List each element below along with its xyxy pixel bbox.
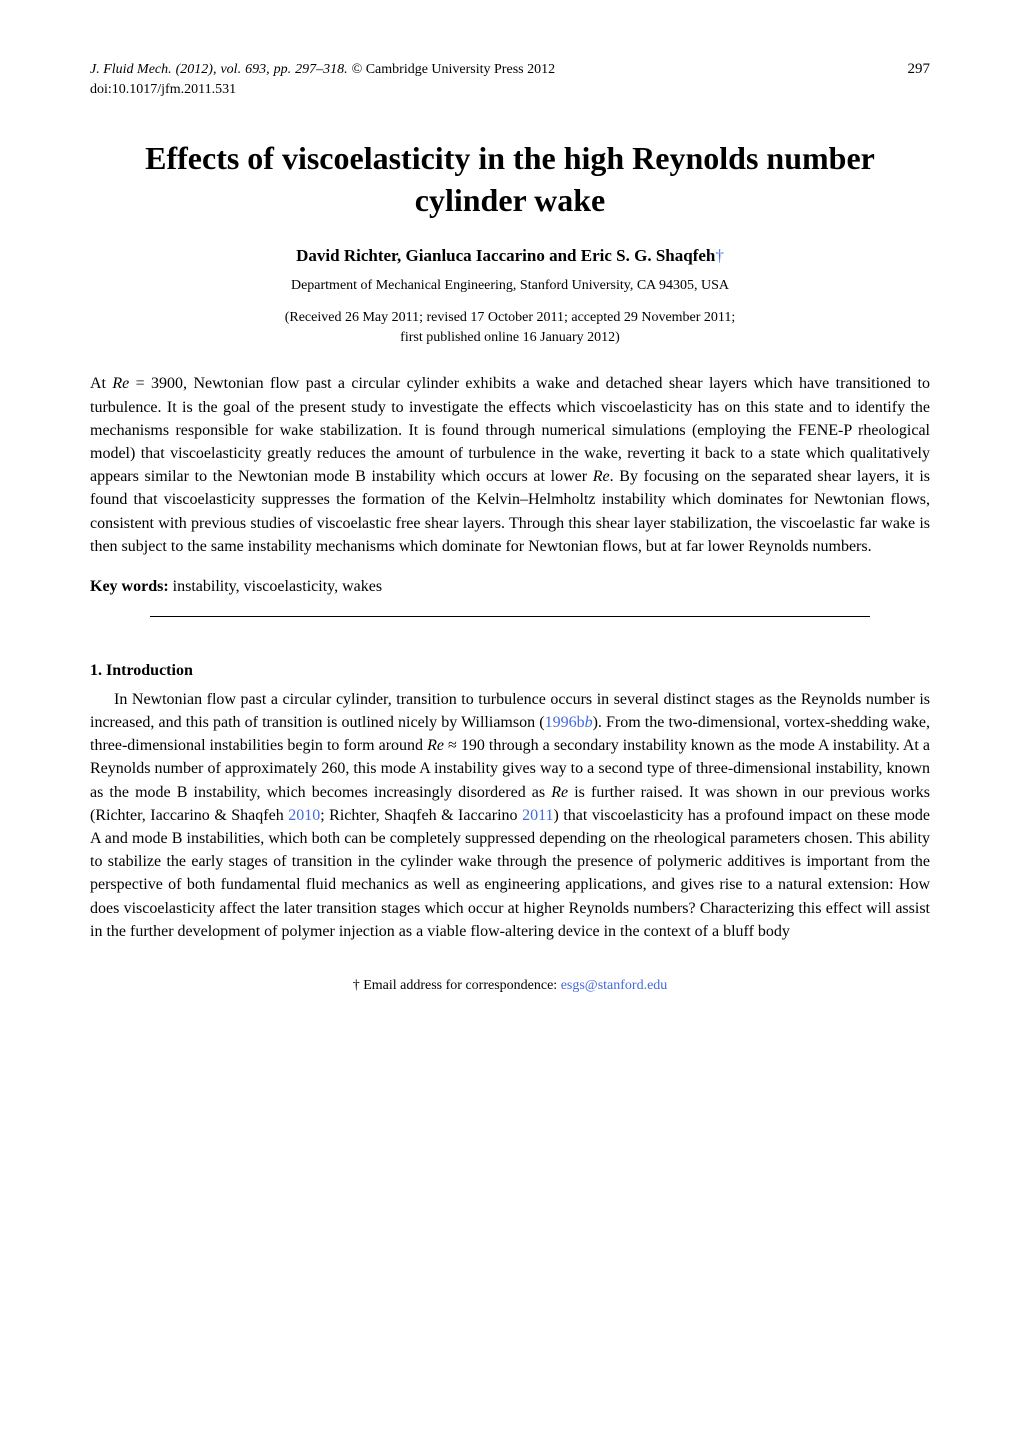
footer-label: † Email address for correspondence:: [353, 978, 561, 993]
re-italic-2: Re: [593, 468, 610, 485]
pp-label: pp.: [274, 62, 292, 77]
section-1-heading: 1. Introduction: [90, 662, 930, 680]
authors-line: David Richter, Gianluca Iaccarino and Er…: [90, 246, 930, 266]
footer: † Email address for correspondence: esgs…: [90, 978, 930, 994]
dagger-symbol[interactable]: †: [715, 246, 724, 265]
keywords-line: Key words: instability, viscoelasticity,…: [90, 578, 930, 596]
re-italic-3: Re: [551, 784, 568, 801]
header-line: J. Fluid Mech. (2012), vol. 693, pp. 297…: [90, 60, 930, 78]
dates-line-2: first published online 16 January 2012): [90, 328, 930, 348]
journal-name: J. Fluid Mech.: [90, 62, 172, 77]
paper-title: Effects of viscoelasticity in the high R…: [90, 138, 930, 221]
intro-text-f: ) that viscoelasticity has a profound im…: [90, 807, 930, 940]
intro-text-e: ; Richter, Shaqfeh & Iaccarino: [320, 807, 522, 824]
citation-williamson-1996b[interactable]: 1996bb: [545, 714, 593, 731]
dates-block: (Received 26 May 2011; revised 17 Octobe…: [90, 308, 930, 347]
vol-label: vol.: [220, 62, 241, 77]
page-number: 297: [908, 61, 931, 78]
re-italic: Re: [112, 375, 129, 392]
citation-richter-2011[interactable]: 2011: [522, 807, 553, 824]
journal-info: J. Fluid Mech. (2012), vol. 693, pp. 297…: [90, 60, 555, 78]
keywords-label: Key words:: [90, 578, 169, 595]
citation-richter-2010[interactable]: 2010: [288, 807, 320, 824]
doi: doi:10.1017/jfm.2011.531: [90, 82, 930, 98]
abstract: At Re = 3900, Newtonian flow past a circ…: [90, 372, 930, 558]
correspondence-email[interactable]: esgs@stanford.edu: [561, 978, 668, 993]
keywords-text: instability, viscoelasticity, wakes: [169, 578, 382, 595]
dates-line-1: (Received 26 May 2011; revised 17 Octobe…: [90, 308, 930, 328]
vol-number: 693,: [245, 62, 270, 77]
re-approx: Re: [427, 737, 444, 754]
author-names: David Richter, Gianluca Iaccarino and Er…: [296, 246, 715, 265]
affiliation: Department of Mechanical Engineering, St…: [90, 278, 930, 294]
pp-range: 297–318.: [295, 62, 348, 77]
copyright: © Cambridge University Press 2012: [352, 62, 556, 77]
section-divider: [150, 616, 870, 617]
journal-year: (2012),: [176, 62, 217, 77]
intro-paragraph: In Newtonian flow past a circular cylind…: [90, 688, 930, 943]
